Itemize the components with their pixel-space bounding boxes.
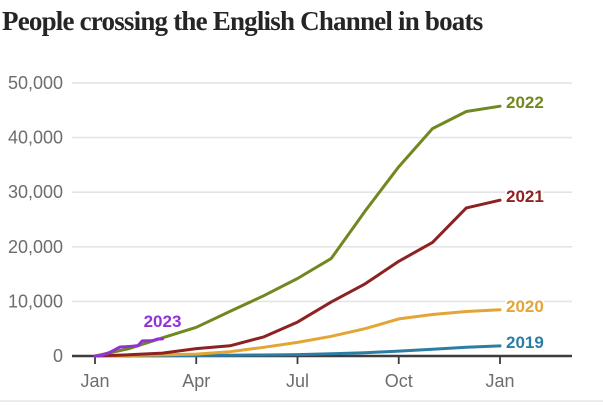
- x-axis-label-4-Jan: Jan: [485, 371, 514, 391]
- y-axis-label-30,000: 30,000: [8, 182, 63, 202]
- series-label-2021: 2021: [506, 187, 544, 206]
- series-line-2020: [93, 308, 502, 358]
- bottom-divider: [0, 400, 603, 402]
- y-axis-label-50,000: 50,000: [8, 73, 63, 93]
- series-label-2019: 2019: [506, 333, 544, 352]
- chart-title: People crossing the English Channel in b…: [2, 6, 483, 36]
- series-line-2021: [93, 198, 502, 358]
- series-label-2022: 2022: [506, 93, 544, 112]
- y-axis-label-20,000: 20,000: [8, 237, 63, 257]
- series-label-2023: 2023: [144, 312, 182, 331]
- x-axis-label-2-Jul: Jul: [286, 371, 309, 391]
- series-label-2020: 2020: [506, 297, 544, 316]
- x-axis-label-3-Oct: Oct: [385, 371, 413, 391]
- y-axis-label-40,000: 40,000: [8, 128, 63, 148]
- x-axis-label-1-Apr: Apr: [182, 371, 210, 391]
- y-axis-label-0: 0: [53, 346, 63, 366]
- x-axis-label-0-Jan: Jan: [80, 371, 109, 391]
- series-line-2023: [93, 337, 164, 358]
- y-axis-label-10,000: 10,000: [8, 291, 63, 311]
